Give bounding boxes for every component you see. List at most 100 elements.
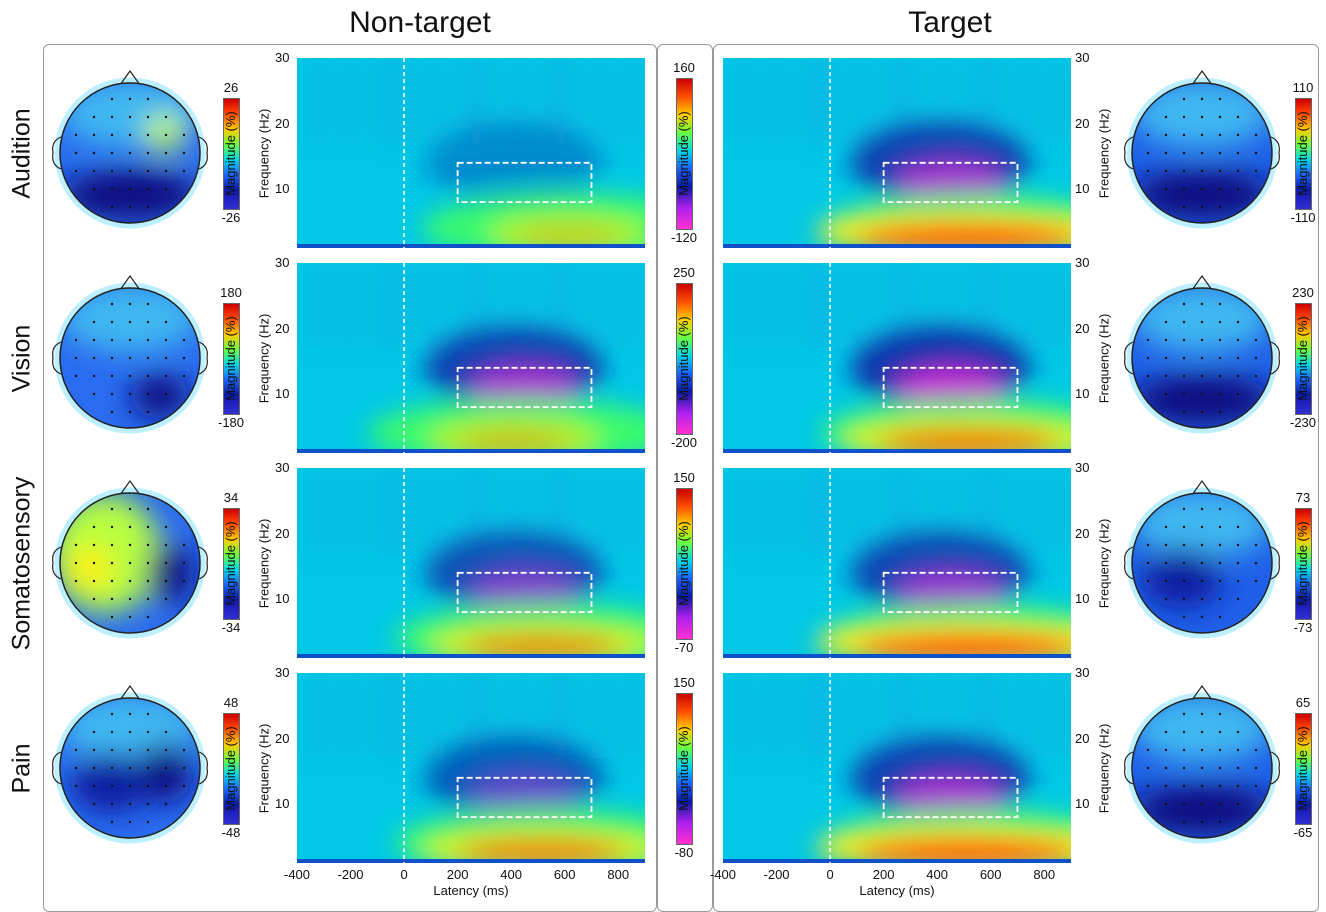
y-tick-label-right: 20: [1075, 115, 1090, 131]
nose-outline: [119, 69, 141, 86]
colorbar-label-text: Magnitude (%): [223, 725, 239, 811]
y-axis-label-text: Frequency (Hz): [1096, 313, 1112, 403]
right-colorbar-min: -110: [1290, 210, 1316, 225]
tf-heatmap-right: [723, 468, 1071, 658]
center-colorbar-label: Magnitude (%): [676, 283, 691, 433]
tf-heatmap-svg: [297, 468, 645, 658]
right-colorbar-min: -73: [1293, 620, 1313, 635]
x-axis-label-left: Latency (ms): [433, 883, 509, 898]
left-colorbar-min: -34: [221, 620, 241, 635]
x-tick-label-left: 800: [607, 867, 630, 882]
row-label: Vision: [2, 258, 42, 458]
left-ear-outline: [1124, 751, 1134, 785]
y-axis-label-left: Frequency (Hz): [256, 263, 272, 453]
right-colorbar-min: -230: [1289, 415, 1317, 430]
scalp-topography-svg: [52, 479, 208, 639]
head-outline: [1131, 492, 1273, 634]
head-outline: [1131, 287, 1273, 429]
right-colorbar-max: 230: [1292, 285, 1314, 300]
y-axis-label-text: Frequency (Hz): [1096, 518, 1112, 608]
y-axis-label-right: Frequency (Hz): [1096, 263, 1112, 453]
right-colorbar-max: 110: [1292, 80, 1314, 95]
y-tick-label-left: 10: [275, 386, 290, 402]
y-tick-label-right: 30: [1075, 255, 1090, 270]
x-tick-label-right: 600: [979, 867, 1002, 882]
center-colorbar-max: 150: [673, 470, 695, 485]
y-axis-label-right: Frequency (Hz): [1096, 673, 1112, 863]
row-label: Pain: [2, 668, 42, 868]
x-tick-label-left: -200: [337, 867, 364, 882]
y-tick-label-left: 30: [275, 50, 290, 65]
y-tick-label-right: 10: [1075, 796, 1090, 812]
tf-heatmap-left: [297, 468, 645, 658]
scalp-topography: [1120, 274, 1284, 440]
row-label-text: Audition: [7, 107, 36, 199]
y-tick-label-left: 20: [275, 730, 290, 746]
x-tick-label-left: 0: [400, 867, 408, 882]
tf-heatmap-svg: [723, 673, 1071, 863]
y-axis-label-left: Frequency (Hz): [257, 58, 272, 248]
right-colorbar: [1295, 303, 1312, 415]
center-colorbar: [676, 693, 693, 845]
roi-box: [456, 776, 593, 819]
left-colorbar-label: Magnitude (%): [223, 713, 238, 823]
right-ear-outline: [198, 136, 208, 170]
nose-outline: [119, 274, 141, 291]
left-colorbar-min: -48: [221, 825, 241, 840]
y-tick-label-left: 10: [275, 591, 290, 607]
roi-box: [456, 366, 593, 409]
right-colorbar-label: Magnitude (%): [1295, 303, 1310, 413]
roi-box: [456, 161, 593, 204]
right-colorbar: [1295, 508, 1312, 620]
y-tick-label-left: 10: [275, 796, 290, 812]
left-colorbar: [223, 303, 240, 415]
y-axis-label-text: Frequency (Hz): [1096, 723, 1112, 813]
nose-outline: [1191, 479, 1213, 496]
tf-heatmap-svg: [723, 263, 1071, 453]
center-colorbar-label: Magnitude (%): [676, 78, 691, 228]
scalp-topography-svg: [1124, 684, 1280, 844]
x-tick-label-right: 200: [872, 867, 895, 882]
y-axis-label-text: Frequency (Hz): [256, 313, 272, 403]
tf-heatmap-svg: [297, 58, 645, 248]
right-colorbar-label: Magnitude (%): [1295, 713, 1310, 823]
colorbar-label-text: Magnitude (%): [223, 110, 239, 196]
x-tick-label-left: 600: [553, 867, 576, 882]
scalp-topography-svg: [52, 69, 208, 229]
center-colorbar-min: -80: [674, 845, 694, 860]
y-tick-label-right: 30: [1075, 460, 1090, 475]
row-label: Audition: [2, 53, 42, 253]
right-colorbar: [1295, 98, 1312, 210]
scalp-topography-svg: [52, 274, 208, 434]
nose-outline: [1191, 274, 1213, 291]
roi-box: [882, 366, 1019, 409]
colorbar-label-text: Magnitude (%): [676, 110, 692, 196]
y-tick-label-left: 20: [275, 320, 290, 336]
row-label-text: Somatosensory: [7, 476, 36, 650]
y-tick-label-left: 30: [275, 255, 290, 270]
x-tick-label-right: -400: [709, 867, 737, 882]
left-colorbar-max: 34: [223, 490, 239, 505]
left-colorbar-min: -26: [221, 210, 241, 225]
center-colorbar-label: Magnitude (%): [676, 488, 691, 638]
center-colorbar-min: -120: [670, 230, 698, 245]
left-colorbar-label: Magnitude (%): [223, 303, 238, 413]
y-tick-label-right: 20: [1075, 320, 1090, 336]
colorbar-label-text: Magnitude (%): [223, 315, 239, 401]
center-colorbar-max: 250: [673, 265, 695, 280]
scalp-topography-svg: [1124, 69, 1280, 229]
tf-heatmap-right: [723, 673, 1071, 863]
scalp-topography: [1120, 69, 1284, 235]
nose-outline: [119, 479, 141, 496]
head-outline: [59, 287, 201, 429]
center-colorbar: [676, 488, 693, 640]
y-axis-label-text: Frequency (Hz): [1096, 108, 1112, 198]
left-ear-outline: [52, 751, 62, 785]
y-axis-label-text: Frequency (Hz): [256, 518, 272, 608]
center-colorbar: [676, 78, 693, 230]
y-tick-label-right: 30: [1075, 50, 1090, 65]
scalp-topography-svg: [52, 684, 208, 844]
center-colorbar-min: -200: [670, 435, 698, 450]
x-tick-label-left: 200: [446, 867, 469, 882]
non-target-title: Non-target: [349, 6, 491, 39]
